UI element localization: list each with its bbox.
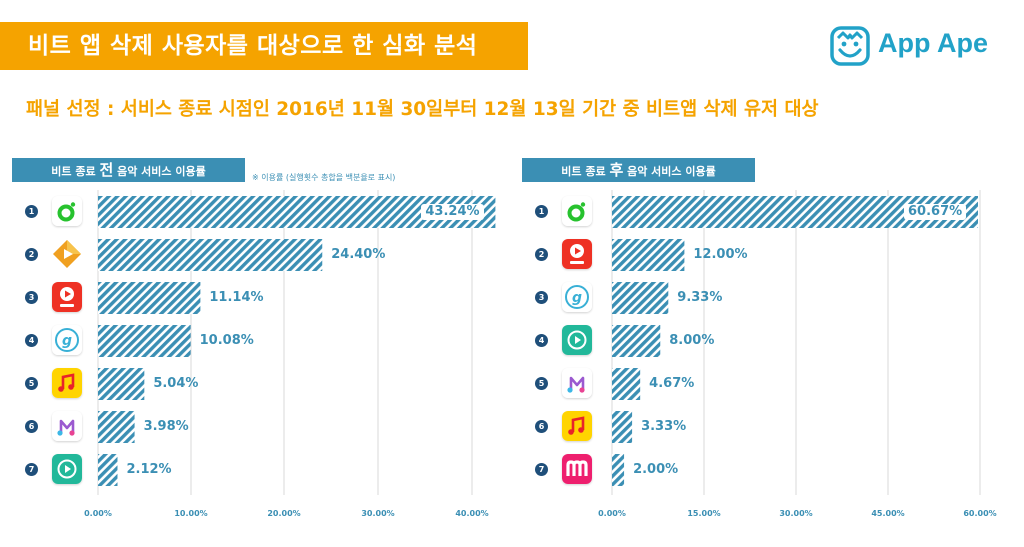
x-tick-label: 30.00% [361,509,395,518]
bar-value-label: 10.08% [199,333,254,348]
bar [98,411,135,443]
rank-badge: 3 [535,291,548,304]
chart-title-suffix: 음악 서비스 이용률 [113,165,206,178]
bugs-icon [52,282,82,312]
rank-badge: 1 [535,205,548,218]
bar [98,239,323,271]
chart-title-before: 비트 종료 전 음악 서비스 이용률 [12,158,245,182]
bugs-icon [562,239,592,269]
rank-badge: 7 [25,463,38,476]
soribada-icon [52,411,82,441]
bar-value-label: 60.67% [904,204,967,220]
rank-badge: 4 [535,334,548,347]
bar-value-label: 12.00% [693,247,748,262]
bar-value-label: 8.00% [669,333,715,348]
mnet-player-icon [52,454,82,484]
bar-value-label: 2.12% [126,462,172,477]
bar-value-label: 3.98% [143,419,189,434]
chart-panel-after: 비트 종료 후 음악 서비스 이용률 60.67% 12.00% 9.33% 8.00… [512,150,1024,540]
mnet-player-icon [562,325,592,355]
bar [98,282,201,314]
usage-rate-note: ※ 이용률 (실행횟수 총합을 백분율로 표시) [252,173,396,182]
bars [612,196,979,486]
rank-badge: 2 [535,248,548,261]
olleh-g-icon: g [562,282,592,312]
svg-text:g: g [572,290,582,306]
x-tick-label: 45.00% [871,509,905,518]
rank-badge: 7 [535,463,548,476]
rank-badge: 4 [25,334,38,347]
panel-selection-subtitle: 패널 선정 : 서비스 종료 시점인 2016년 11월 30일부터 12월 1… [26,99,819,120]
bars [98,196,496,486]
bar [612,282,669,314]
chart-title-prefix: 비트 종료 [561,165,610,178]
bar-value-label: 43.24% [421,204,484,220]
chart-title-after: 비트 종료 후 음악 서비스 이용률 [522,158,755,182]
rank-badge: 2 [25,248,38,261]
bar-value-label: 11.14% [209,290,264,305]
rank-badge: 3 [25,291,38,304]
naver-music-icon [52,368,82,398]
x-tick-label: 10.00% [174,509,208,518]
rank-badge: 1 [25,205,38,218]
page-title: 비트 앱 삭제 사용자를 대상으로 한 심화 분석 [28,33,478,59]
bar-value-label: 9.33% [677,290,723,305]
chart-title-suffix: 음악 서비스 이용률 [623,165,716,178]
bar [612,411,633,443]
x-tick-label: 30.00% [779,509,813,518]
olleh-g-icon: g [52,325,82,355]
x-tick-label: 0.00% [598,509,626,518]
bar [612,454,625,486]
bar [612,368,641,400]
chart-title-emphasis: 후 [609,161,624,179]
chart-title-emphasis: 전 [99,161,114,179]
bar [98,325,191,357]
bar [612,325,661,357]
bar-value-label: 5.04% [153,376,199,391]
ape-icon [830,26,870,66]
bar-value-label: 2.00% [633,462,679,477]
melon-icon [52,196,82,226]
bar [612,239,685,271]
mnet-icon [562,454,592,484]
soribada-icon [562,368,592,398]
naver-music-icon [562,411,592,441]
rank-badge: 5 [25,377,38,390]
bar-value-label: 4.67% [649,376,695,391]
bar-chart-before [97,190,496,495]
genie-icon [52,239,82,269]
bar [98,454,118,486]
rank-badge: 5 [535,377,548,390]
x-tick-label: 40.00% [455,509,489,518]
title-banner: 비트 앱 삭제 사용자를 대상으로 한 심화 분석 [0,22,528,70]
x-tick-label: 0.00% [84,509,112,518]
melon-icon [562,196,592,226]
bar-value-label: 3.33% [641,419,687,434]
bar-value-label: 24.40% [331,247,386,262]
brand-name: App Ape [878,28,988,58]
grid-lines [611,190,981,495]
x-tick-label: 20.00% [267,509,301,518]
x-tick-label: 15.00% [687,509,721,518]
bar [98,368,145,400]
chart-panel-before: 비트 종료 전 음악 서비스 이용률 ※ 이용률 (실행횟수 총합을 백분율로 … [0,150,512,540]
x-tick-label: 60.00% [963,509,997,518]
rank-badge: 6 [25,420,38,433]
svg-text:g: g [62,333,72,349]
chart-title-prefix: 비트 종료 [51,165,100,178]
rank-badge: 6 [535,420,548,433]
